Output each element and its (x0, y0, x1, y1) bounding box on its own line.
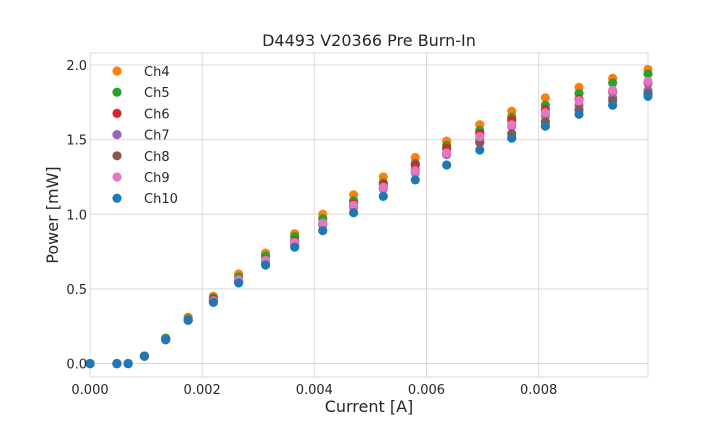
data-point (442, 148, 452, 158)
y-tick-label: 0.0 (66, 358, 87, 373)
data-point (112, 358, 122, 369)
data-point (348, 208, 359, 218)
data-point (475, 145, 485, 155)
grid-lines (89, 53, 648, 377)
x-tick-label: 0.006 (408, 383, 445, 398)
data-point (507, 133, 517, 143)
data-point (318, 226, 328, 236)
x-axis-label: Current [A] (325, 397, 414, 416)
y-tick-label: 1.0 (66, 208, 87, 223)
x-tick-label: 0.004 (296, 383, 333, 398)
data-point (208, 297, 218, 307)
legend-label: Ch6 (144, 107, 170, 122)
y-tick-label: 0.5 (66, 283, 87, 298)
legend-marker (112, 151, 122, 161)
data-point (608, 85, 618, 95)
data-point (643, 76, 653, 86)
legend-label: Ch8 (144, 150, 170, 165)
series-ch10 (85, 91, 653, 369)
legend-label: Ch9 (144, 171, 170, 186)
data-point (410, 175, 420, 185)
data-point (290, 242, 300, 252)
y-tick-label: 2.0 (66, 59, 87, 74)
data-point (643, 69, 653, 79)
data-point (234, 278, 244, 288)
plot-frame (89, 52, 649, 378)
legend-marker (112, 66, 122, 76)
data-points (85, 64, 653, 369)
data-point (540, 108, 550, 118)
data-point (318, 218, 328, 228)
legend-marker (112, 87, 122, 97)
legend: Ch4 Ch5 Ch6 Ch7 Ch8 Ch9 Ch10 (112, 65, 178, 207)
data-point (378, 191, 388, 201)
legend-label: Ch5 (144, 86, 170, 101)
data-point (123, 358, 133, 369)
legend-label: Ch7 (144, 129, 170, 144)
tick-labels: 0.000 0.002 0.004 0.006 0.008 0.0 0.5 1.0 1.5 2.0 (66, 59, 557, 398)
data-point (574, 109, 584, 119)
data-point (161, 335, 171, 345)
legend-marker (112, 193, 122, 203)
data-point (475, 132, 485, 142)
legend-label: Ch10 (144, 192, 178, 207)
legend-marker (112, 130, 122, 140)
data-point (507, 120, 517, 130)
legend-marker (112, 108, 122, 118)
legend-marker (112, 172, 122, 182)
data-point (85, 358, 95, 369)
chart-title: D4493 V20366 Pre Burn-In (262, 31, 476, 50)
data-point (260, 260, 271, 270)
data-point (183, 315, 193, 325)
data-point (643, 91, 653, 101)
data-point (608, 100, 618, 110)
data-point (574, 96, 584, 106)
y-axis-label: Power [mW] (43, 166, 62, 263)
data-point (348, 200, 359, 210)
data-point (540, 121, 550, 131)
data-point (139, 351, 149, 361)
data-point (540, 93, 550, 103)
x-tick-label: 0.002 (184, 383, 221, 398)
data-point (410, 166, 420, 176)
plot-area (90, 53, 648, 377)
x-tick-label: 0.000 (71, 383, 108, 398)
x-tick-label: 0.008 (520, 383, 557, 398)
y-tick-label: 1.5 (66, 134, 87, 149)
legend-label: Ch4 (144, 65, 170, 80)
data-point (378, 182, 388, 192)
data-point (608, 78, 618, 88)
data-point (442, 160, 452, 170)
